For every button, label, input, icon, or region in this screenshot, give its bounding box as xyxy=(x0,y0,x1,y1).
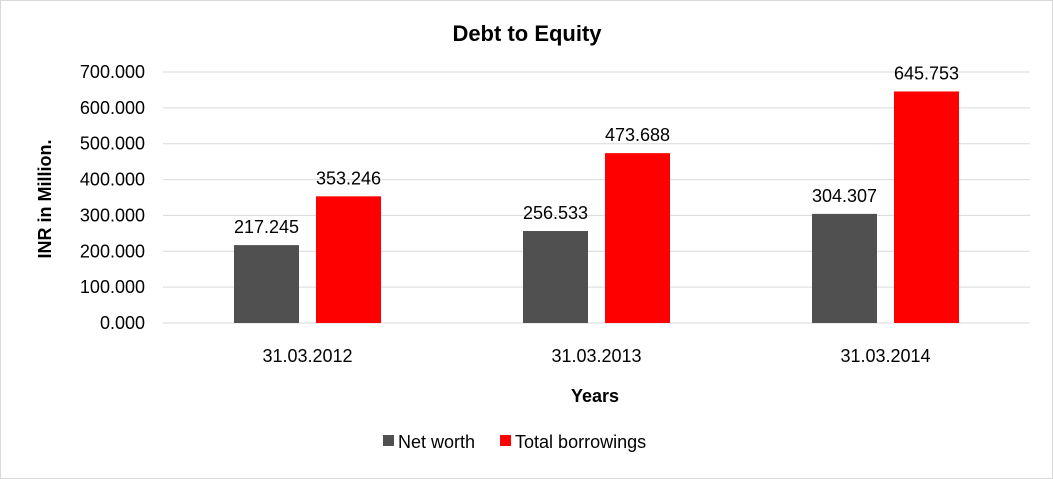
data-label: 217.245 xyxy=(234,217,299,237)
legend-label: Net worth xyxy=(398,432,475,452)
data-label: 353.246 xyxy=(316,168,381,188)
legend-swatch xyxy=(500,435,512,446)
chart-title: Debt to Equity xyxy=(452,21,602,46)
y-axis-label: INR in Million. xyxy=(35,140,55,259)
gridlines xyxy=(163,71,1030,324)
bar xyxy=(605,153,670,323)
data-label: 473.688 xyxy=(605,125,670,145)
y-tick-label: 300.000 xyxy=(80,205,145,225)
x-tick-label: 31.03.2012 xyxy=(262,346,352,366)
data-label: 304.307 xyxy=(812,186,877,206)
data-label: 645.753 xyxy=(894,63,959,83)
y-tick-label: 700.000 xyxy=(80,62,145,82)
x-axis-label: Years xyxy=(571,386,619,406)
y-tick-label: 600.000 xyxy=(80,98,145,118)
y-tick-label: 200.000 xyxy=(80,241,145,261)
legend: Net worth Total borrowings xyxy=(383,432,646,452)
bar xyxy=(523,231,588,323)
bar xyxy=(316,196,381,323)
y-tick-label: 0.000 xyxy=(100,313,145,333)
legend-swatch xyxy=(383,435,394,446)
y-tick-label: 400.000 xyxy=(80,170,145,190)
data-label: 256.533 xyxy=(523,203,588,223)
x-axis-ticks: 31.03.2012 31.03.2013 31.03.2014 xyxy=(262,346,930,366)
x-tick-label: 31.03.2014 xyxy=(840,346,930,366)
bar xyxy=(894,91,959,324)
data-labels: 217.245 353.246 256.533 473.688 304.307 645.7… xyxy=(234,63,959,237)
y-tick-label: 500.000 xyxy=(80,134,145,154)
x-tick-label: 31.03.2013 xyxy=(551,346,641,366)
y-tick-label: 100.000 xyxy=(80,277,145,297)
legend-label: Total borrowings xyxy=(515,432,646,452)
bar xyxy=(812,213,877,323)
bar xyxy=(234,245,299,323)
y-axis-ticks: 0.000 100.000 200.000 300.000 400.000 500.000… xyxy=(80,62,145,333)
bars xyxy=(234,91,959,324)
